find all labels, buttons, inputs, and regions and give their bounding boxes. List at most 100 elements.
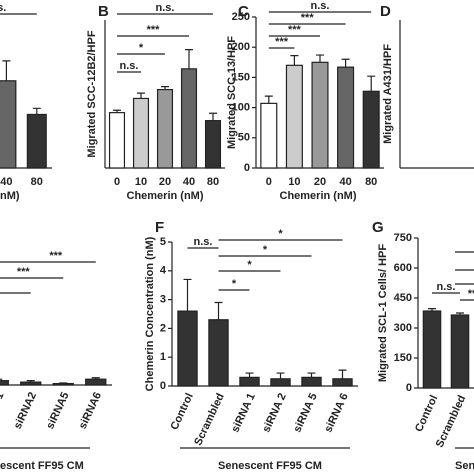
y-tick-label: 5 <box>160 236 166 248</box>
x-axis-label: Sene <box>455 460 474 472</box>
x-tick-label: Control <box>168 391 195 432</box>
y-tick-label: 1 <box>160 351 166 363</box>
x-tick-label: 20 <box>314 176 326 188</box>
y-axis-label: Migrated A431/HPF <box>382 44 394 144</box>
sig-label: n.s. <box>120 60 139 72</box>
error-bar <box>185 49 193 69</box>
y-tick-label: 4 <box>160 265 167 277</box>
bar <box>26 113 47 169</box>
y-tick-label: 300 <box>394 322 412 334</box>
error-bar <box>91 377 100 380</box>
sig-label: *** <box>49 250 63 262</box>
panel-label: B <box>98 3 109 20</box>
y-axis-label: Migrated SCC-12B2/HPF <box>86 30 98 157</box>
bar <box>108 112 126 169</box>
error-bar <box>32 107 41 115</box>
x-tick-label: 80 <box>207 176 219 188</box>
error-bar <box>428 308 436 311</box>
x-tick-label: Scrambled <box>192 391 227 447</box>
y-axis-label: Migrated SCL-1 Cells/ HPF <box>377 244 389 382</box>
bar <box>239 376 260 387</box>
x-tick-label: siRNA 6 <box>322 391 351 434</box>
bar <box>156 88 174 169</box>
y-tick-label: 600 <box>394 262 412 274</box>
error-bar <box>137 92 145 99</box>
x-axis-label: Senescent FF95 CM <box>218 460 322 472</box>
y-tick-label: 150 <box>394 352 412 364</box>
y-tick-label: 50 <box>238 132 250 144</box>
x-tick-label: 40 <box>0 176 12 188</box>
bar <box>85 378 107 386</box>
x-tick-label: 0 <box>266 176 272 188</box>
error-bar <box>307 372 316 378</box>
x-tick-label: siRNA 2 <box>260 391 289 434</box>
x-tick-label: siRNA 1 <box>229 391 258 434</box>
x-axis-label: escent FF95 CM <box>0 460 84 472</box>
bar <box>362 90 380 169</box>
error-bar <box>338 369 347 379</box>
x-tick-label: Control <box>413 393 440 434</box>
x-tick-label: siRNA6 <box>77 390 104 431</box>
error-bar <box>456 312 464 315</box>
bar <box>0 80 17 169</box>
x-tick-label: 10 <box>135 176 147 188</box>
error-bar <box>59 382 68 384</box>
x-tick-label: siRNA2 <box>12 390 39 431</box>
sig-label: * <box>278 228 283 240</box>
error-bar <box>276 372 285 379</box>
sig-label: n.s. <box>437 281 456 293</box>
sig-label: *** <box>288 24 302 36</box>
sig-label: *** <box>301 12 315 24</box>
y-tick-label: 750 <box>394 232 412 244</box>
x-axis-label: Chemerin (nM) <box>127 190 204 202</box>
panel-label: C <box>238 3 249 20</box>
bar <box>177 310 198 387</box>
x-tick-label: 10 <box>288 176 300 188</box>
x-tick-label: siRNA 5 <box>291 391 320 434</box>
error-bar <box>209 112 217 121</box>
sig-label: *** <box>147 24 161 36</box>
sig-label: n.s. <box>0 2 6 14</box>
bar <box>132 97 150 169</box>
x-tick-label: 40 <box>183 176 195 188</box>
y-tick-label: 450 <box>394 292 412 304</box>
x-tick-label: 80 <box>365 176 377 188</box>
panel-label: F <box>155 219 164 236</box>
error-bar <box>0 378 3 380</box>
error-bar <box>161 86 169 90</box>
panel-label: G <box>372 219 384 236</box>
x-tick-label: 1 <box>0 390 7 401</box>
y-tick-label: 200 <box>232 41 250 53</box>
y-tick-label: 0 <box>244 162 250 174</box>
sig-label: ** <box>468 288 474 300</box>
bar <box>337 66 355 169</box>
sig-label: * <box>263 244 268 256</box>
x-tick-label: 40 <box>339 176 351 188</box>
sig-label: * <box>232 278 237 290</box>
bar <box>422 310 442 389</box>
error-bar <box>113 109 121 113</box>
bar <box>20 381 42 386</box>
y-tick-label: 250 <box>232 11 250 23</box>
error-bar <box>341 58 350 68</box>
bar <box>208 319 229 387</box>
y-axis-label: Chemerin Concentration (nM) <box>144 236 156 391</box>
sig-label: *** <box>17 266 31 278</box>
sig-label: *** <box>275 36 289 48</box>
panel-label: D <box>380 3 391 20</box>
error-bar <box>316 54 324 63</box>
x-tick-label: 0 <box>114 176 120 188</box>
error-bar <box>367 75 376 92</box>
x-axis-label: nM) <box>0 190 20 202</box>
y-tick-label: 0 <box>160 380 166 392</box>
sig-label: * <box>139 42 144 54</box>
y-axis-label: Migrated SCC-13/HPF <box>226 36 238 149</box>
sig-label: * <box>247 259 252 271</box>
sig-label: n.s. <box>311 0 330 12</box>
x-axis-label: Chemerin (nM) <box>280 190 357 202</box>
y-tick-label: 2 <box>160 322 166 334</box>
bar <box>270 378 291 387</box>
bar <box>204 120 222 169</box>
bar <box>450 314 470 389</box>
